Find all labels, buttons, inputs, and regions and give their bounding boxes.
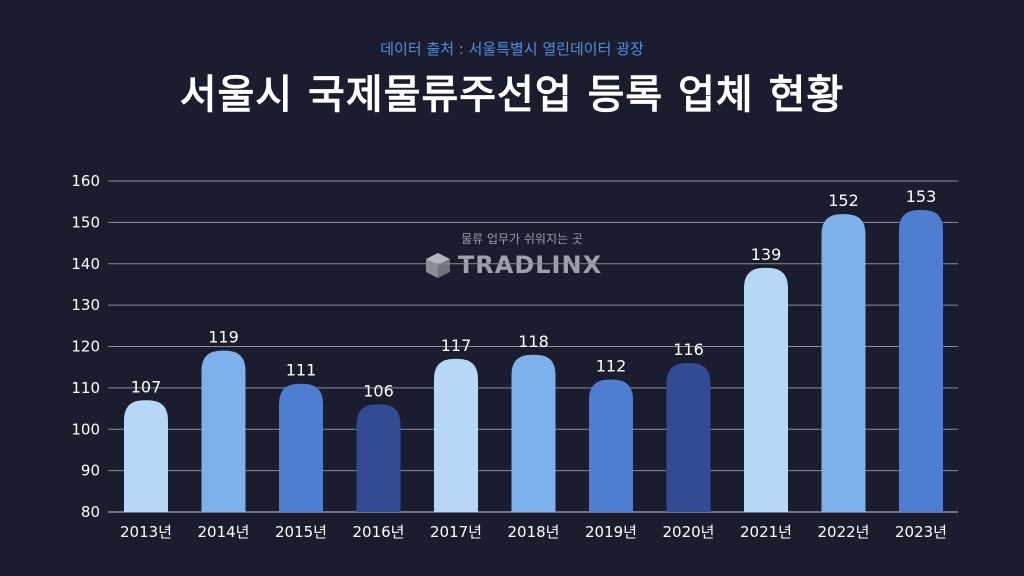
x-tick-label: 2020년 [663, 523, 715, 541]
bar [666, 363, 711, 512]
x-tick-label: 2016년 [353, 523, 405, 541]
bar-value-label: 152 [828, 191, 859, 210]
bar-value-label: 106 [363, 381, 394, 400]
x-tick-label: 2022년 [818, 523, 870, 541]
x-tick-label: 2013년 [120, 523, 172, 541]
x-axis-labels: 2013년 2014년 2015년 2016년 2017년 2018년 2019년 2020년… [120, 523, 947, 541]
bar [899, 209, 943, 512]
y-axis-ticks: 80 90 100 110 120 130 140 150 160 [71, 172, 100, 521]
bar-value-label: 119 [208, 328, 239, 347]
y-tick-label: 90 [81, 462, 100, 480]
y-tick-label: 100 [71, 420, 100, 438]
bar [434, 358, 478, 512]
value-labels: 107 119 111 106 117 118 112 116 139 152 153 [131, 187, 937, 400]
y-tick-label: 120 [71, 338, 100, 356]
bar [356, 404, 401, 512]
bar-value-label: 139 [751, 245, 782, 264]
x-tick-label: 2014년 [198, 523, 250, 541]
y-tick-label: 150 [71, 213, 100, 231]
data-source-note: 데이터 출처 : 서울특별시 열린데이터 광장 [380, 40, 644, 58]
bar [821, 214, 866, 512]
watermark: 물류 업무가 쉬워지는 곳 TRADLINX [418, 230, 608, 279]
bar [511, 354, 556, 512]
x-tick-label: 2015년 [275, 523, 327, 541]
x-tick-label: 2023년 [895, 523, 947, 541]
x-tick-label: 2019년 [585, 523, 637, 541]
bar-value-label: 116 [673, 340, 704, 359]
y-tick-label: 110 [71, 379, 100, 397]
chart-title: 서울시 국제물류주선업 등록 업체 현황 [179, 72, 845, 118]
bar-value-label: 153 [906, 187, 937, 206]
bar-value-label: 118 [518, 332, 549, 351]
bar-value-label: 117 [441, 336, 472, 355]
x-tick-label: 2017년 [430, 523, 482, 541]
bar [279, 383, 323, 512]
y-tick-label: 140 [71, 255, 100, 273]
bar [744, 267, 788, 512]
bar [201, 350, 246, 512]
watermark-logo: TRADLINX [457, 251, 603, 279]
bar-value-label: 111 [286, 361, 317, 380]
bar [589, 379, 633, 512]
bar-value-label: 112 [596, 357, 627, 376]
x-tick-label: 2018년 [508, 523, 560, 541]
y-tick-label: 80 [81, 503, 100, 521]
y-tick-label: 130 [71, 296, 100, 314]
y-tick-label: 160 [71, 172, 100, 190]
watermark-tagline: 물류 업무가 쉬워지는 곳 [461, 232, 583, 246]
bars [124, 209, 943, 512]
bar-value-label: 107 [131, 377, 162, 396]
x-tick-label: 2021년 [740, 523, 792, 541]
bar [124, 400, 168, 512]
